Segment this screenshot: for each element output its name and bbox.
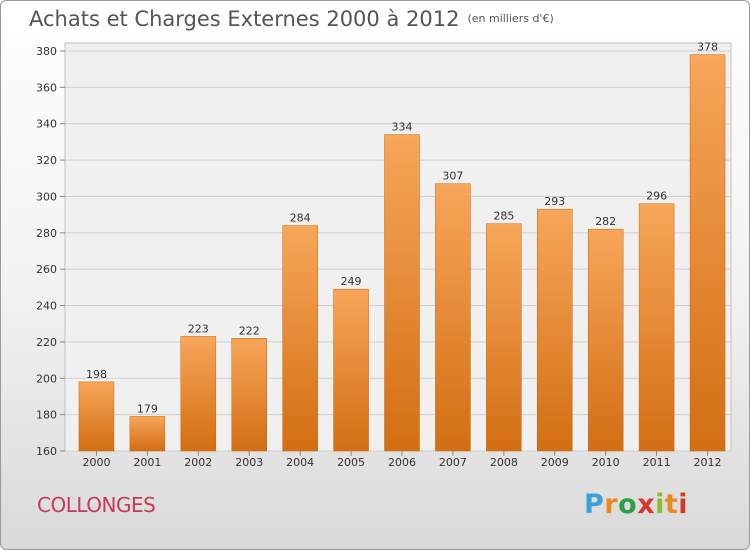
x-tick-label: 2006: [388, 456, 416, 469]
bar: [689, 54, 726, 452]
bar-value-label: 198: [86, 368, 107, 381]
x-tick-label: 2003: [235, 456, 263, 469]
bar: [435, 183, 471, 452]
y-axis-ticks: 160 180 200 220 240 260 280 300 320 340 360 380: [36, 45, 65, 458]
bar: [231, 338, 267, 452]
logo-letter: r: [604, 489, 619, 520]
x-tick-label: 2007: [439, 456, 467, 469]
bar-value-label: 296: [646, 190, 667, 203]
x-tick-label: 2001: [133, 456, 161, 469]
chart-unit: (en milliers d'€): [467, 12, 554, 25]
bar-value-label: 334: [392, 121, 413, 134]
bar: [384, 134, 420, 452]
bar: [78, 381, 115, 452]
chart-title: Achats et Charges Externes 2000 à 2012 (e…: [29, 7, 554, 31]
y-tick-label: 240: [36, 300, 57, 313]
y-tick-label: 300: [36, 190, 57, 203]
bar: [129, 416, 166, 452]
bar-value-label: 223: [188, 322, 209, 335]
x-axis-ticks: 2000 2001 2002 2003 2004 2005 2006 2007 2008 2009…: [82, 451, 722, 469]
bar-value-label: 284: [290, 212, 311, 225]
bar-value-label: 249: [341, 275, 362, 288]
proxiti-logo: Proxiti: [584, 489, 688, 520]
x-tick-label: 2012: [694, 456, 722, 469]
y-tick-label: 260: [36, 263, 57, 276]
bar-value-label: 222: [239, 324, 260, 337]
y-tick-label: 220: [36, 336, 57, 349]
y-tick-label: 160: [36, 445, 57, 458]
x-tick-label: 2010: [592, 456, 620, 469]
logo-letter: x: [637, 489, 656, 520]
bars: 198 179 223 222 284 249 334 307 285 293 282 296 378: [78, 41, 726, 452]
bar-value-label: 282: [595, 215, 616, 228]
y-tick-label: 340: [36, 118, 57, 131]
commune-name: COLLONGES: [37, 493, 156, 517]
bar-value-label: 285: [493, 210, 514, 223]
logo-letter: o: [618, 489, 638, 520]
y-tick-label: 180: [36, 409, 57, 422]
y-tick-label: 200: [36, 372, 57, 385]
x-tick-label: 2009: [541, 456, 569, 469]
bar: [537, 208, 573, 452]
y-tick-label: 320: [36, 154, 57, 167]
bar-value-label: 179: [137, 402, 158, 415]
x-tick-label: 2005: [337, 456, 365, 469]
y-tick-label: 360: [36, 81, 57, 94]
y-tick-label: 380: [36, 45, 57, 58]
bar: [638, 203, 675, 452]
bar: [282, 225, 318, 452]
y-tick-label: 280: [36, 227, 57, 240]
x-tick-label: 2011: [643, 456, 671, 469]
bar-value-label: 307: [442, 170, 463, 183]
x-tick-label: 2008: [490, 456, 518, 469]
x-tick-label: 2004: [286, 456, 314, 469]
x-tick-label: 2000: [82, 456, 110, 469]
bar: [333, 288, 369, 452]
bar: [180, 336, 217, 452]
bar-value-label: 378: [697, 41, 718, 54]
logo-letter: P: [584, 489, 605, 520]
logo-letter: i: [678, 489, 689, 520]
logo-letter: t: [664, 489, 679, 520]
x-tick-label: 2002: [184, 456, 212, 469]
title-text: Achats et Charges Externes 2000 à 2012: [29, 7, 460, 31]
logo-letter: i: [655, 489, 665, 520]
bar-value-label: 293: [544, 195, 565, 208]
bar: [486, 223, 522, 452]
bar: [587, 228, 624, 452]
